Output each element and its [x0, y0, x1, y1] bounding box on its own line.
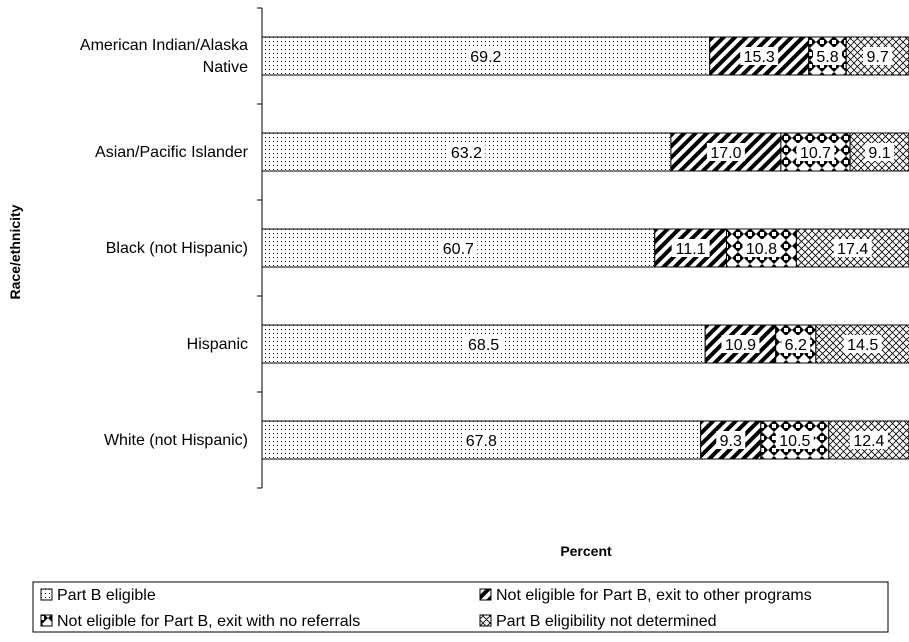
data-label-bg [833, 239, 872, 257]
category-label: Asian/Pacific Islander [95, 144, 249, 161]
legend-label: Not eligible for Part B, exit with no re… [57, 613, 360, 630]
data-label: 9.3 [720, 433, 742, 450]
data-label: 10.9 [725, 337, 756, 354]
data-label: 69.2 [470, 49, 501, 66]
data-label-bg [781, 335, 811, 353]
data-label: 17.0 [710, 145, 741, 162]
data-label: 68.5 [468, 337, 499, 354]
category-label: Hispanic [187, 336, 248, 353]
legend-frame [32, 581, 889, 633]
data-label-bg [721, 335, 760, 353]
category-label: Native [203, 59, 248, 76]
data-label: 9.7 [866, 49, 888, 66]
data-label-bg [812, 47, 842, 65]
legend-swatch [479, 588, 492, 601]
data-label-bg [671, 239, 710, 257]
legend-swatch [40, 614, 53, 627]
data-label-bg [865, 143, 895, 161]
y-axis-title: Race/ethnicity [7, 204, 23, 299]
data-label: 5.8 [816, 49, 838, 66]
data-label: 6.2 [785, 337, 807, 354]
data-label: 67.8 [466, 433, 497, 450]
data-label: 17.4 [837, 241, 868, 258]
legend-swatch [479, 614, 492, 627]
bar-segment [700, 420, 762, 460]
legend-label: Part B eligible [57, 587, 156, 604]
data-label: 9.1 [868, 145, 890, 162]
data-label: 10.8 [746, 241, 777, 258]
data-label: 63.2 [451, 145, 482, 162]
x-axis-title: Percent [560, 543, 612, 559]
bar-segment [795, 228, 909, 268]
data-label-bg [466, 47, 505, 65]
data-label-bg [462, 431, 501, 449]
data-label-bg [742, 239, 781, 257]
category-labels: American Indian/Alaska Native Asian/Pacifi… [80, 37, 249, 449]
value-labels-layer: 69.2 15.3 5.8 9.7 63.2 17.0 10.7 9.1 60.7 11.1 10.… [439, 47, 895, 450]
legend-label: Not eligible for Part B, exit to other p… [496, 587, 812, 604]
data-label-bg [447, 143, 486, 161]
legend-swatch [40, 588, 53, 601]
legend-label: Part B eligibility not determined [496, 613, 717, 630]
category-label: Black (not Hispanic) [106, 240, 248, 257]
legend: Part B eligible Not eligible for Part B, … [32, 581, 889, 633]
data-label: 60.7 [443, 241, 474, 258]
y-axis-ticks [257, 7, 262, 489]
data-label-bg [843, 335, 882, 353]
bar-segment [815, 324, 909, 364]
data-label-bg [863, 47, 893, 65]
data-label-bg [849, 431, 888, 449]
data-label: 11.1 [676, 241, 706, 258]
data-label: 10.7 [800, 145, 831, 162]
data-label-bg [439, 239, 478, 257]
data-label: 10.5 [779, 433, 810, 450]
bars-layer [261, 36, 909, 460]
data-label-bg [796, 143, 835, 161]
data-label-bg [775, 431, 814, 449]
data-label-bg [706, 143, 745, 161]
data-label: 12.4 [853, 433, 884, 450]
data-label-bg [740, 47, 779, 65]
data-label: 15.3 [744, 49, 775, 66]
category-label: White (not Hispanic) [104, 432, 248, 449]
category-label: American Indian/Alaska [80, 37, 248, 54]
data-label: 14.5 [847, 337, 878, 354]
legend-items: Part B eligible Not eligible for Part B, … [40, 587, 812, 630]
data-label-bg [716, 431, 746, 449]
data-label-bg [464, 335, 503, 353]
